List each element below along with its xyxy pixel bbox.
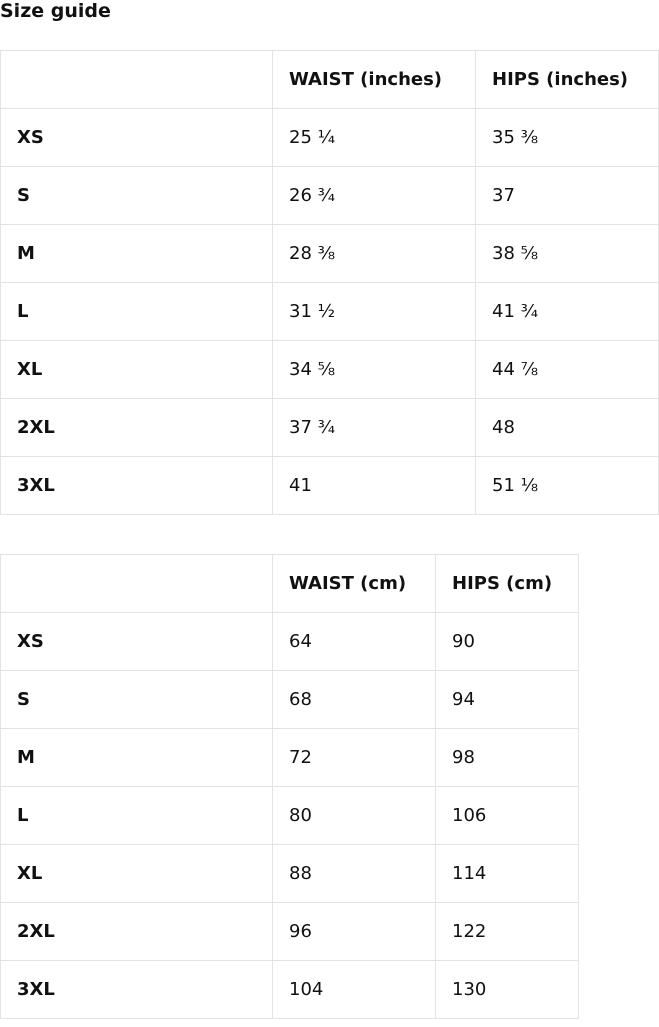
size-label: XL (0, 844, 273, 903)
hips-value: 48 (475, 398, 659, 457)
table-row: XS 64 90 (0, 612, 579, 671)
size-label: XS (0, 612, 273, 671)
header-hips: HIPS (cm) (435, 554, 579, 613)
hips-value: 41 ¾ (475, 282, 659, 341)
table-header-row: WAIST (inches) HIPS (inches) (0, 50, 659, 109)
waist-value: 41 (272, 456, 476, 515)
waist-value: 80 (272, 786, 436, 845)
size-label: S (0, 166, 273, 225)
header-waist: WAIST (inches) (272, 50, 476, 109)
waist-value: 104 (272, 960, 436, 1019)
hips-value: 90 (435, 612, 579, 671)
table-row: XL 88 114 (0, 844, 579, 903)
waist-value: 72 (272, 728, 436, 787)
hips-value: 106 (435, 786, 579, 845)
size-label: 3XL (0, 960, 273, 1019)
header-size (0, 50, 273, 109)
table-row: S 68 94 (0, 670, 579, 729)
table-row: L 80 106 (0, 786, 579, 845)
header-hips: HIPS (inches) (475, 50, 659, 109)
size-label: L (0, 282, 273, 341)
hips-value: 37 (475, 166, 659, 225)
waist-value: 96 (272, 902, 436, 961)
table-row: XS 25 ¼ 35 ⅜ (0, 108, 659, 167)
waist-value: 28 ⅜ (272, 224, 476, 283)
header-waist: WAIST (cm) (272, 554, 436, 613)
waist-value: 34 ⅝ (272, 340, 476, 399)
hips-value: 51 ⅛ (475, 456, 659, 515)
waist-value: 26 ¾ (272, 166, 476, 225)
header-size (0, 554, 273, 613)
size-table-inches: WAIST (inches) HIPS (inches) XS 25 ¼ 35 ⅜ S 26… (0, 50, 659, 515)
size-table-cm: WAIST (cm) HIPS (cm) XS 64 90 S 68 94 M 72 98 L 80 10… (0, 554, 579, 1019)
table-row: S 26 ¾ 37 (0, 166, 659, 225)
waist-value: 64 (272, 612, 436, 671)
hips-value: 98 (435, 728, 579, 787)
hips-value: 44 ⅞ (475, 340, 659, 399)
table-row: 3XL 104 130 (0, 960, 579, 1019)
page-title: Size guide (0, 0, 111, 22)
waist-value: 37 ¾ (272, 398, 476, 457)
waist-value: 31 ½ (272, 282, 476, 341)
table-row: 2XL 96 122 (0, 902, 579, 961)
size-label: XS (0, 108, 273, 167)
size-label: M (0, 224, 273, 283)
table-row: 3XL 41 51 ⅛ (0, 456, 659, 515)
hips-value: 35 ⅜ (475, 108, 659, 167)
waist-value: 25 ¼ (272, 108, 476, 167)
size-label: 3XL (0, 456, 273, 515)
size-label: L (0, 786, 273, 845)
hips-value: 38 ⅝ (475, 224, 659, 283)
table-row: M 28 ⅜ 38 ⅝ (0, 224, 659, 283)
table-row: 2XL 37 ¾ 48 (0, 398, 659, 457)
hips-value: 114 (435, 844, 579, 903)
waist-value: 88 (272, 844, 436, 903)
table-row: XL 34 ⅝ 44 ⅞ (0, 340, 659, 399)
hips-value: 130 (435, 960, 579, 1019)
size-label: 2XL (0, 398, 273, 457)
hips-value: 122 (435, 902, 579, 961)
size-label: S (0, 670, 273, 729)
size-label: 2XL (0, 902, 273, 961)
hips-value: 94 (435, 670, 579, 729)
waist-value: 68 (272, 670, 436, 729)
size-label: M (0, 728, 273, 787)
size-label: XL (0, 340, 273, 399)
table-header-row: WAIST (cm) HIPS (cm) (0, 554, 579, 613)
table-row: L 31 ½ 41 ¾ (0, 282, 659, 341)
table-row: M 72 98 (0, 728, 579, 787)
